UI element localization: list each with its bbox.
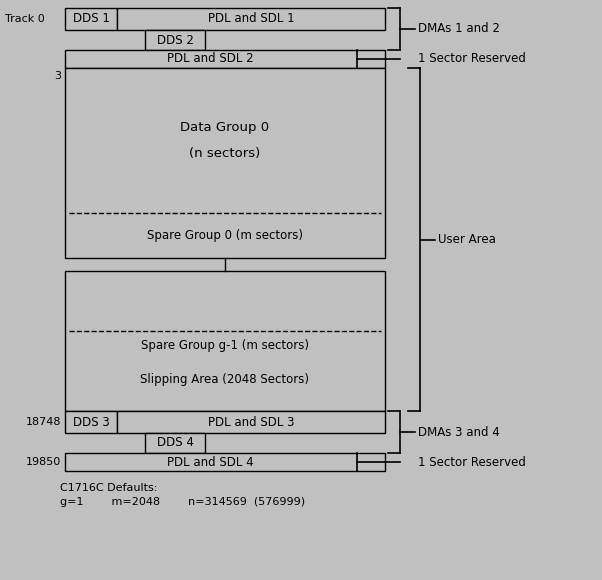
Text: Data Group 0: Data Group 0 bbox=[181, 121, 270, 135]
Text: C1716C Defaults:: C1716C Defaults: bbox=[60, 483, 157, 493]
Text: DDS 4: DDS 4 bbox=[157, 437, 193, 450]
Text: 1 Sector Reserved: 1 Sector Reserved bbox=[418, 455, 526, 469]
Bar bbox=[117, 411, 385, 433]
Text: Spare Group 0 (m sectors): Spare Group 0 (m sectors) bbox=[147, 230, 303, 242]
Text: Track 0: Track 0 bbox=[5, 14, 45, 24]
Bar bbox=[117, 8, 385, 30]
Text: User Area: User Area bbox=[438, 233, 496, 246]
Bar bbox=[145, 30, 205, 50]
Text: DMAs 1 and 2: DMAs 1 and 2 bbox=[418, 23, 500, 35]
Text: (n sectors): (n sectors) bbox=[190, 147, 261, 160]
Text: PDL and SDL 4: PDL and SDL 4 bbox=[167, 455, 253, 469]
Bar bbox=[65, 271, 385, 411]
Text: DDS 1: DDS 1 bbox=[73, 13, 110, 26]
Text: PDL and SDL 2: PDL and SDL 2 bbox=[167, 53, 253, 66]
Text: DDS 3: DDS 3 bbox=[73, 415, 110, 429]
Text: PDL and SDL 1: PDL and SDL 1 bbox=[208, 13, 294, 26]
Bar bbox=[65, 68, 385, 258]
Text: g=1        m=2048        n=314569  (576999): g=1 m=2048 n=314569 (576999) bbox=[60, 497, 305, 507]
Text: 3: 3 bbox=[54, 71, 61, 81]
Text: 1 Sector Reserved: 1 Sector Reserved bbox=[418, 53, 526, 66]
Text: Spare Group g-1 (m sectors): Spare Group g-1 (m sectors) bbox=[141, 339, 309, 353]
Text: 19850: 19850 bbox=[26, 457, 61, 467]
Bar bbox=[145, 433, 205, 453]
Text: DMAs 3 and 4: DMAs 3 and 4 bbox=[418, 426, 500, 438]
Bar bbox=[65, 8, 117, 30]
Text: Slipping Area (2048 Sectors): Slipping Area (2048 Sectors) bbox=[140, 372, 309, 386]
Text: PDL and SDL 3: PDL and SDL 3 bbox=[208, 415, 294, 429]
Bar bbox=[65, 453, 385, 471]
Text: 18748: 18748 bbox=[25, 417, 61, 427]
Bar bbox=[65, 411, 117, 433]
Text: DDS 2: DDS 2 bbox=[157, 34, 193, 46]
Bar bbox=[65, 50, 385, 68]
